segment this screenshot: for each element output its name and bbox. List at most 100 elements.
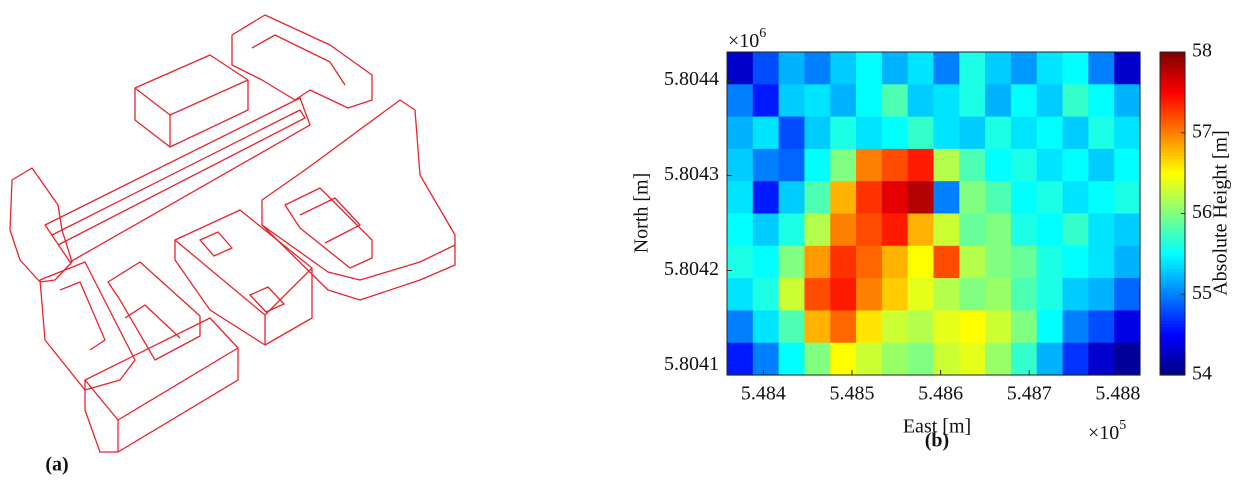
building-edge [52, 110, 305, 245]
heatmap-cell [959, 278, 985, 311]
heatmap-cell [1088, 149, 1114, 182]
heatmap-cell [727, 84, 753, 117]
figure: (a) (b) East [m] North [m] Absolute Heig… [0, 0, 1249, 494]
heatmap-cell [985, 343, 1011, 376]
heatmap-cell [1063, 278, 1089, 311]
heatmap-cell [1114, 84, 1140, 117]
heatmap-cell [882, 310, 908, 343]
heatmap-cell [934, 149, 960, 182]
heatmap-cell [1011, 149, 1037, 182]
heatmap-cell [1114, 181, 1140, 214]
heatmap-cell [908, 214, 934, 247]
heatmap-cell [882, 149, 908, 182]
heatmap-cell [779, 117, 805, 150]
y-multiplier-exponent: 6 [759, 26, 766, 41]
heatmap-cell [934, 52, 960, 85]
heatmap-cell [959, 181, 985, 214]
heatmap-cell [908, 246, 934, 279]
y-multiplier: ×106 [728, 26, 766, 51]
heatmap-cell [727, 310, 753, 343]
heatmap-cell [753, 310, 779, 343]
heatmap-cell [804, 278, 830, 311]
building [262, 100, 455, 300]
heatmap-cell [882, 181, 908, 214]
heatmap-cell [856, 117, 882, 150]
heatmap-cell [1088, 343, 1114, 376]
heatmap-cell [1037, 181, 1063, 214]
heatmap-cell [934, 310, 960, 343]
heatmap-cell [1114, 310, 1140, 343]
heatmap-cell [1011, 117, 1037, 150]
heatmap-cell [830, 181, 856, 214]
heatmap-cell [804, 343, 830, 376]
heatmap-cell [856, 181, 882, 214]
heatmap-cell [1063, 84, 1089, 117]
heatmap-cell [882, 278, 908, 311]
heatmap-cell [804, 52, 830, 85]
heatmap-cell [908, 278, 934, 311]
heatmap-cell [1063, 343, 1089, 376]
heatmap-cell [727, 278, 753, 311]
heatmap-cell [1088, 52, 1114, 85]
heatmap-cell [779, 343, 805, 376]
heatmap-cell [882, 84, 908, 117]
heatmap-cell [753, 149, 779, 182]
heatmap-cell [856, 343, 882, 376]
heatmap-cell [856, 149, 882, 182]
heatmap-cell [830, 310, 856, 343]
heatmap-cell [1037, 84, 1063, 117]
heatmap-cell [908, 149, 934, 182]
y-tick-label: 5.8044 [664, 68, 719, 90]
heatmap-cell [856, 214, 882, 247]
building-edge [300, 198, 360, 243]
heatmap-cell [753, 84, 779, 117]
colorbar-tick-label: 56 [1192, 201, 1212, 223]
heatmap-cell [830, 117, 856, 150]
heatmap-cell [753, 181, 779, 214]
heatmap-cell [856, 310, 882, 343]
heatmap-cell [779, 149, 805, 182]
building-edge [262, 225, 455, 280]
building-edge [60, 282, 105, 350]
heatmap-cell [1088, 246, 1114, 279]
heatmap-cell [985, 52, 1011, 85]
colorbar-tick-label: 58 [1192, 40, 1212, 62]
heatmap-cell [934, 214, 960, 247]
building-edge [135, 80, 248, 115]
heatmap-cell [959, 117, 985, 150]
heatmap-cell [727, 149, 753, 182]
colorbar-label: Absolute Height [m] [1210, 130, 1232, 296]
x-multiplier-base: ×10 [1088, 422, 1119, 444]
heatmap-cell [1037, 310, 1063, 343]
heatmap-cell [1011, 278, 1037, 311]
panel-label: (a) [45, 454, 68, 476]
heatmap-cell [1088, 278, 1114, 311]
heatmap-cell [882, 343, 908, 376]
heatmap-cell [882, 52, 908, 85]
y-tick-label: 5.8043 [664, 163, 719, 185]
heatmap-cell [934, 117, 960, 150]
heatmap-cell [727, 214, 753, 247]
building [45, 98, 310, 262]
heatmap-cell [830, 84, 856, 117]
building [40, 262, 135, 390]
y-axis-label: North [m] [631, 173, 653, 254]
heatmap-cell [959, 149, 985, 182]
heatmap-cell [934, 246, 960, 279]
heatmap-cell [804, 214, 830, 247]
heatmap-cell [908, 310, 934, 343]
heatmap-cell [959, 310, 985, 343]
colorbar-tick-label: 54 [1192, 363, 1212, 385]
heatmap-cell [779, 278, 805, 311]
heatmap-cell [1088, 84, 1114, 117]
heatmap-cell [727, 52, 753, 85]
heatmap-cell [1037, 214, 1063, 247]
heatmap-cell [985, 149, 1011, 182]
heatmap-cell [1037, 343, 1063, 376]
heatmap-cell [779, 52, 805, 85]
heatmap-cell [908, 343, 934, 376]
x-multiplier: ×105 [1088, 418, 1126, 443]
heatmap-cell [959, 246, 985, 279]
heatmap-cell [1063, 52, 1089, 85]
page: (a) (b) East [m] North [m] Absolute Heig… [0, 0, 1249, 499]
